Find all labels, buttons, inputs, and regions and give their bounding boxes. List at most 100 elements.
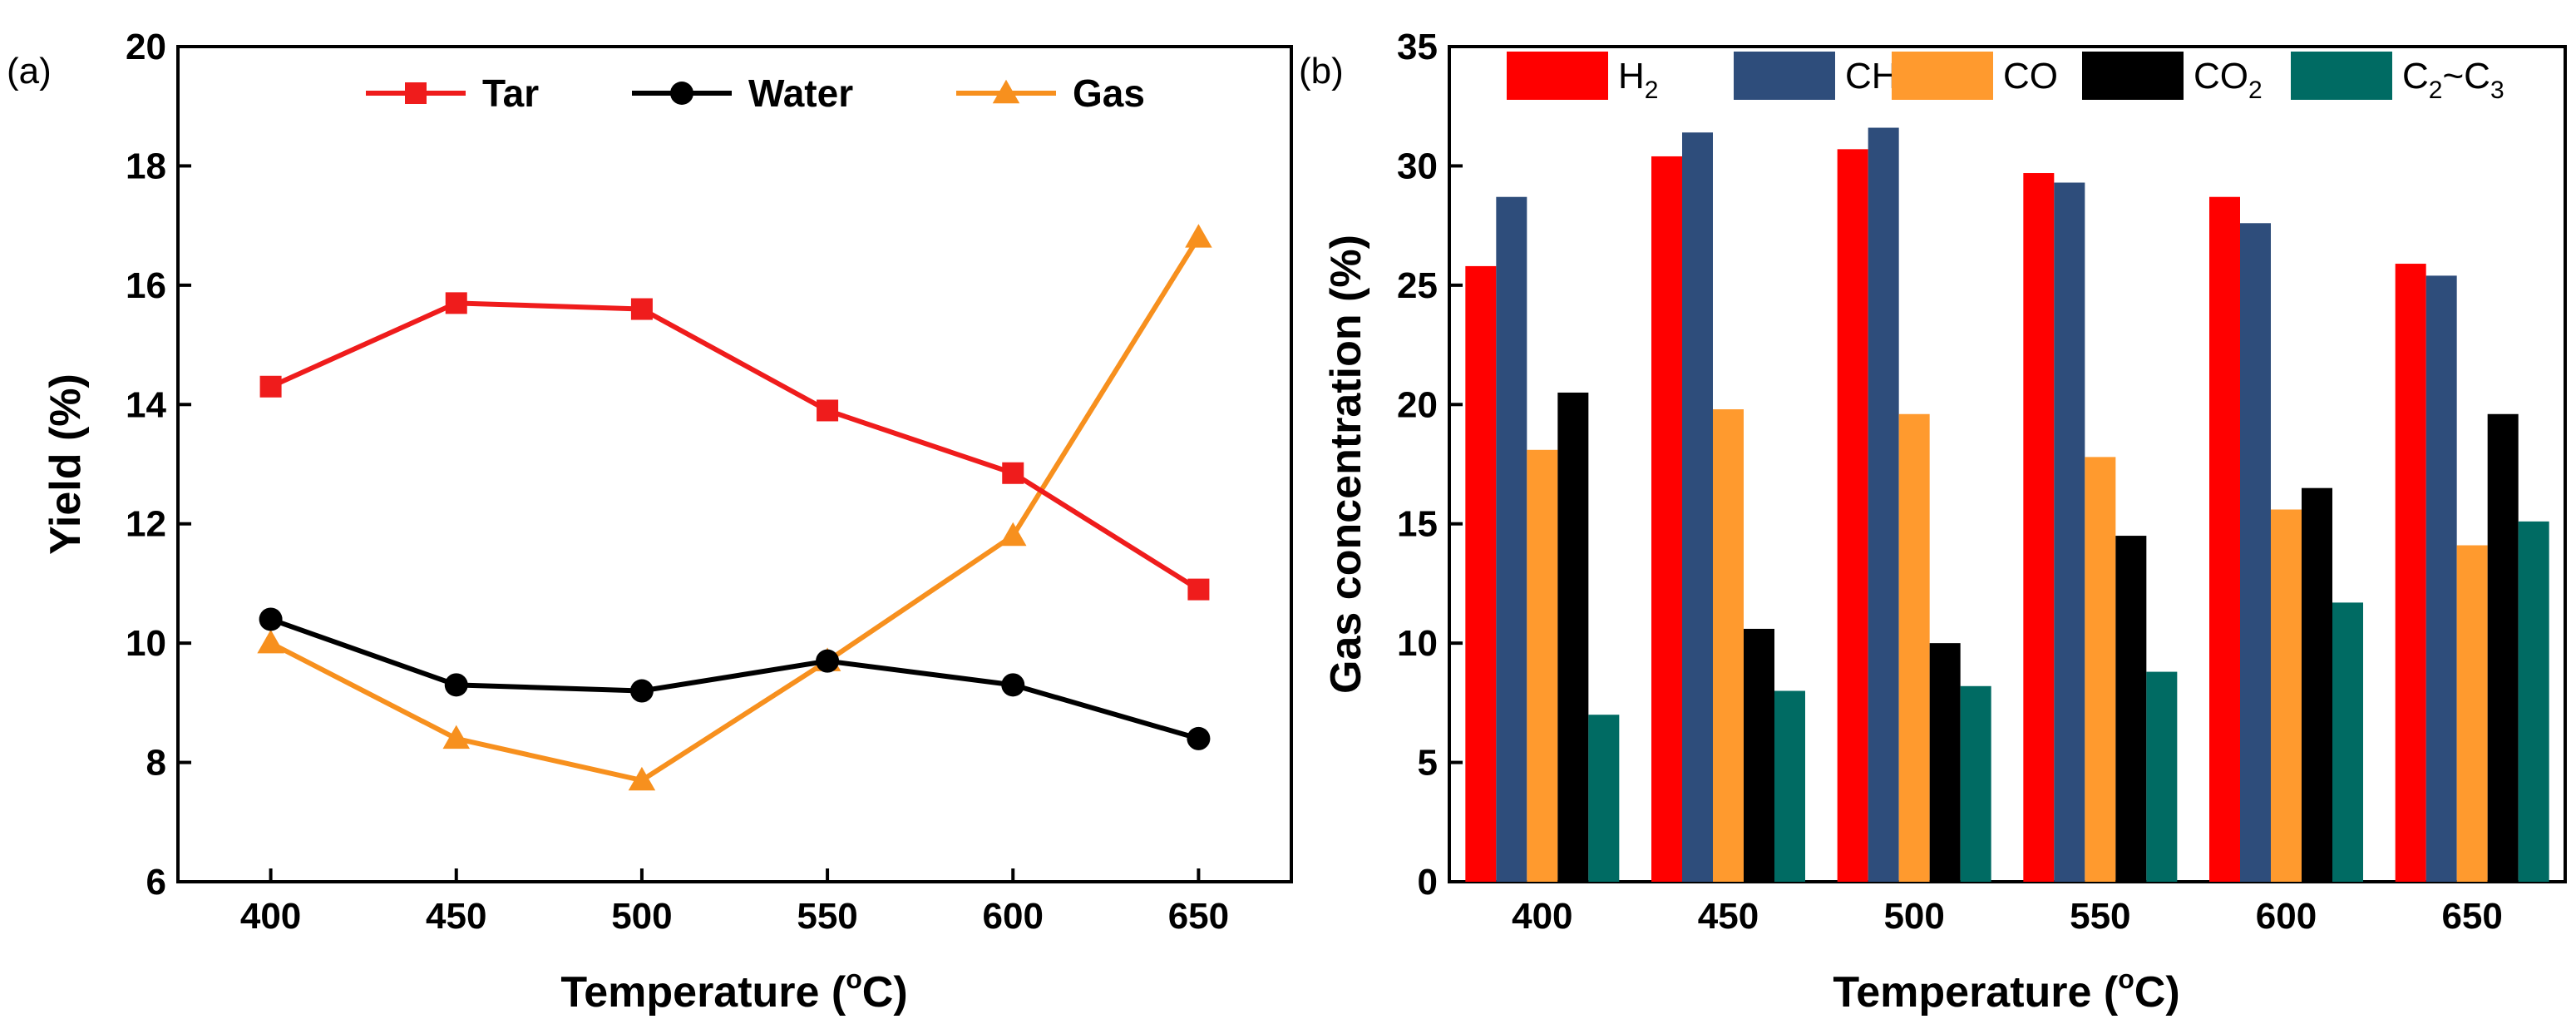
- bar: [2115, 536, 2147, 882]
- y-tick-label: 35: [1397, 27, 1438, 67]
- bar: [1929, 643, 1961, 882]
- panel-b: (b) 0 5 10 15 20 25 30 35 400 450 500 550 600 650 H2…: [1299, 27, 2567, 1017]
- x-tick-label: 400: [1512, 896, 1572, 937]
- bar: [1465, 265, 1497, 882]
- y-tick-label: 15: [1397, 504, 1438, 545]
- water-data-point: [816, 649, 840, 673]
- panel-b-x-axis-title: Temperature (oC): [1833, 964, 2179, 1017]
- bar: [1557, 392, 1589, 882]
- panel-a-x-ticks: 400 450 500 550 600 650: [240, 868, 1229, 937]
- y-tick-label: 6: [146, 862, 166, 903]
- y-tick-label: 5: [1418, 743, 1438, 784]
- x-tick-label: 400: [240, 896, 301, 937]
- panel-b-x-ticks: 400 450 500 550 600 650: [1512, 868, 2503, 937]
- panel-a-plot-frame: [176, 45, 1293, 883]
- gas-data-point: [999, 522, 1027, 547]
- bar: [2487, 413, 2519, 882]
- y-tick-label: 10: [126, 623, 166, 664]
- bar: [2518, 521, 2549, 882]
- y-tick-label: 0: [1418, 862, 1438, 903]
- panel-b-label: (b): [1299, 51, 1344, 92]
- tar-data-point: [630, 298, 653, 320]
- x-tick-label: 650: [2441, 896, 2502, 937]
- bar: [1713, 409, 1744, 883]
- bar: [1651, 156, 1682, 882]
- water-data-point: [444, 673, 468, 697]
- tar-data-point: [259, 375, 282, 398]
- bar: [1960, 685, 1991, 882]
- legend-tar-marker: [405, 82, 427, 104]
- panel-b-y-ticks: 0 5 10 15 20 25 30 35: [1397, 27, 1463, 903]
- panel-a-x-axis-title: Temperature (oC): [560, 964, 907, 1017]
- gas-data-point: [442, 725, 470, 749]
- bar: [2395, 264, 2426, 882]
- bar: [2271, 509, 2302, 882]
- y-tick-label: 20: [126, 27, 166, 67]
- legend-water-label: Water: [748, 72, 853, 115]
- gas-data-point: [1185, 224, 1212, 248]
- x-tick-label: 550: [797, 896, 857, 937]
- panel-a-y-ticks: 6 8 10 12 14 16 18 20: [126, 27, 191, 903]
- panel-a-legend: Tar Water Gas: [366, 72, 1145, 115]
- legend-swatch: [2291, 52, 2392, 100]
- x-tick-label: 650: [1168, 896, 1229, 937]
- gas-series-line: [269, 235, 1201, 784]
- legend-swatch: [2082, 52, 2184, 100]
- bar: [2240, 223, 2271, 882]
- legend-swatch: [1734, 52, 1835, 100]
- legend-swatch: [1892, 52, 1993, 100]
- bar: [2302, 487, 2332, 882]
- panel-b-plot-frame: [1448, 45, 2567, 883]
- x-tick-label: 450: [426, 896, 486, 937]
- legend-label: C2~C3: [2402, 56, 2504, 104]
- bar: [1868, 127, 1899, 882]
- y-tick-label: 16: [126, 265, 166, 306]
- panel-b-series: [1465, 127, 2549, 883]
- bar: [1588, 715, 1620, 882]
- water-data-point: [629, 679, 654, 703]
- legend-swatch: [1507, 52, 1608, 100]
- panel-b-legend: H2CH4COCO2C2~C3: [1507, 52, 2504, 104]
- bar: [1496, 196, 1527, 883]
- panel-b-y-axis-title: Gas concentration (%): [1322, 235, 1370, 694]
- x-tick-label: 500: [611, 896, 672, 937]
- panel-a-series: [257, 224, 1212, 791]
- bar: [1898, 413, 1930, 882]
- tar-data-point: [1187, 578, 1210, 601]
- bar: [2054, 182, 2085, 883]
- gas-data-point: [257, 629, 284, 654]
- x-tick-label: 550: [2070, 896, 2130, 937]
- water-series-line: [269, 616, 1200, 741]
- water-data-point: [1001, 673, 1025, 697]
- bar: [2023, 173, 2055, 882]
- tar-data-point: [445, 292, 467, 314]
- y-tick-label: 18: [126, 146, 166, 186]
- water-data-point: [1187, 726, 1211, 750]
- bar: [2085, 457, 2116, 882]
- legend-label: CO2: [2194, 56, 2263, 104]
- legend-tar-label: Tar: [482, 72, 539, 115]
- panel-a-y-axis-title: Yield (%): [42, 374, 90, 555]
- bar: [1744, 628, 1774, 882]
- legend-gas-marker: [992, 79, 1020, 104]
- x-tick-label: 600: [2256, 896, 2317, 937]
- bar: [1527, 449, 1558, 882]
- y-tick-label: 12: [126, 504, 166, 545]
- bar: [1837, 149, 1868, 882]
- x-tick-label: 500: [1883, 896, 1944, 937]
- water-data-point: [259, 607, 283, 631]
- x-tick-label: 600: [983, 896, 1044, 937]
- tar-data-point: [817, 399, 839, 422]
- bar: [1682, 132, 1713, 883]
- legend-gas-label: Gas: [1073, 72, 1145, 115]
- y-tick-label: 20: [1397, 384, 1438, 425]
- bar: [2332, 602, 2363, 882]
- bar: [1774, 690, 1805, 882]
- gas-data-point: [628, 766, 656, 791]
- panel-a-label: (a): [7, 51, 52, 92]
- legend-label: H2: [1618, 56, 1658, 104]
- y-tick-label: 10: [1397, 623, 1438, 664]
- y-tick-label: 25: [1397, 265, 1438, 306]
- bar: [2146, 671, 2178, 882]
